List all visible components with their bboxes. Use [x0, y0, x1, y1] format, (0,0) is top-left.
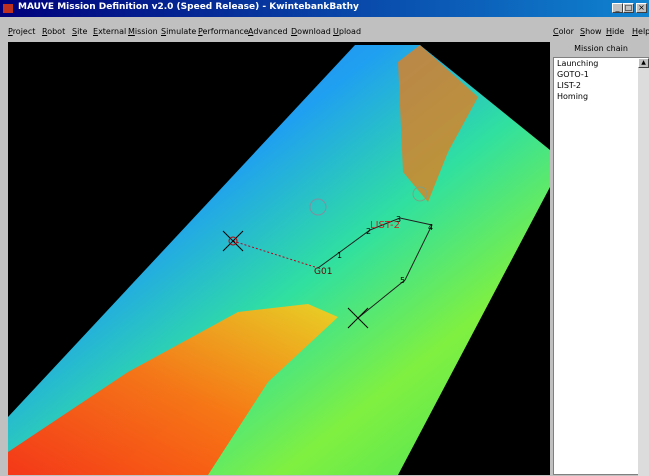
- map-label: 5: [400, 276, 405, 285]
- menu-item[interactable]: External: [93, 27, 127, 36]
- shallow-zone: [8, 304, 338, 475]
- menu-item[interactable]: Project: [8, 27, 36, 36]
- launch-marker: [222, 230, 244, 252]
- maximize-button[interactable]: □: [623, 3, 634, 13]
- waypoint-icon: [309, 198, 327, 216]
- mission-path: [317, 217, 433, 319]
- mission-item[interactable]: Launching: [557, 59, 599, 68]
- menu-item[interactable]: Hide: [606, 27, 625, 36]
- menu-item[interactable]: Performance: [198, 27, 249, 36]
- map-label: LIST-2: [370, 220, 400, 231]
- menu-item[interactable]: Site: [72, 27, 88, 36]
- scrollbar[interactable]: ▲: [638, 58, 649, 476]
- menu-item[interactable]: Download: [291, 27, 331, 36]
- window-title: MAUVE Mission Definition v2.0 (Speed Rel…: [18, 2, 359, 12]
- mission-list: ▲ Launching GOTO-1 LIST-2 Homing: [553, 57, 649, 476]
- path-dotted: [232, 240, 319, 269]
- menu-item[interactable]: Robot: [42, 27, 66, 36]
- close-button[interactable]: ×: [636, 3, 647, 13]
- minimize-button[interactable]: _: [612, 3, 623, 13]
- waypoint-icon: [412, 186, 428, 202]
- menu-item[interactable]: Advanced: [248, 27, 288, 36]
- menu-bar: Project Robot Site External Mission Simulate P…: [0, 17, 649, 42]
- mission-item[interactable]: GOTO-1: [557, 70, 589, 79]
- menu-item[interactable]: Help: [632, 27, 649, 36]
- ridge: [398, 45, 478, 202]
- menu-item[interactable]: Mission: [128, 27, 158, 36]
- panel-header: Mission chain: [574, 44, 628, 53]
- menu-item[interactable]: Show: [580, 27, 602, 36]
- map-label: 3: [396, 215, 401, 224]
- map-label: G01: [314, 267, 332, 277]
- menu-item[interactable]: Upload: [333, 27, 362, 36]
- menu-item[interactable]: Color: [553, 27, 574, 36]
- map-label: 1: [337, 251, 342, 260]
- scroll-up[interactable]: ▲: [638, 58, 649, 68]
- home-marker: [347, 307, 369, 329]
- map-view: LIST-2 G01 1 2 3 4 5: [8, 42, 550, 475]
- menu-item[interactable]: Simulate: [161, 27, 197, 36]
- map-label: 4: [428, 223, 433, 232]
- map-label: 2: [366, 227, 371, 236]
- mission-item[interactable]: Homing: [557, 92, 589, 101]
- app-icon: [3, 4, 13, 13]
- title-bar: MAUVE Mission Definition v2.0 (Speed Rel…: [0, 0, 649, 17]
- mission-item[interactable]: LIST-2: [557, 81, 582, 90]
